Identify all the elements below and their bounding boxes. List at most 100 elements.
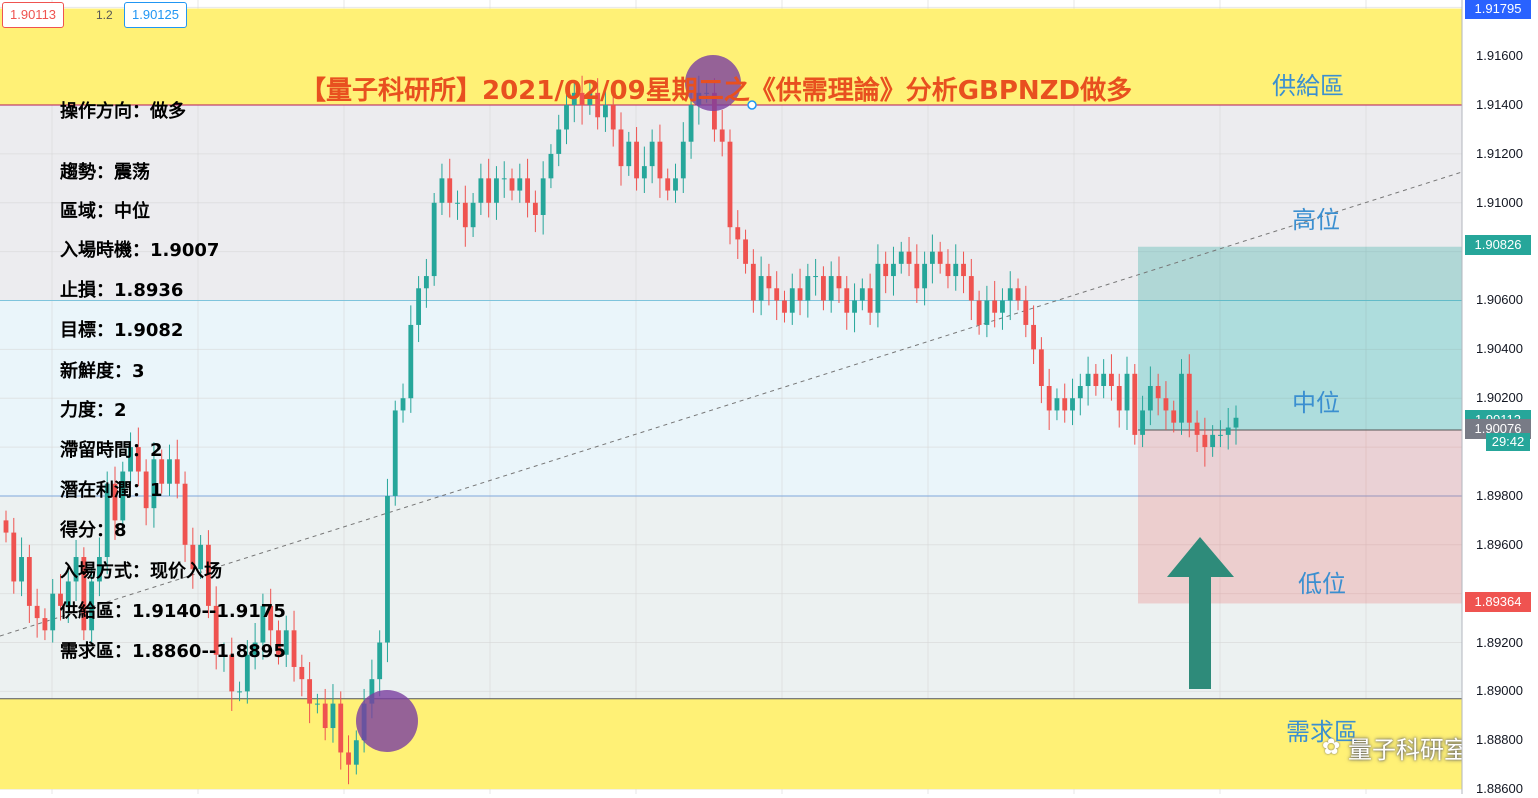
up-arrow <box>1167 537 1234 689</box>
price-badge: 1.89364 <box>1465 592 1531 613</box>
candle-body <box>330 703 336 729</box>
candle <box>743 229 748 274</box>
candle <box>548 144 554 189</box>
buy-price-box[interactable]: 1.90125 <box>124 2 187 28</box>
candle-body <box>1210 434 1216 448</box>
candle <box>104 471 110 575</box>
candle-body <box>673 178 678 191</box>
candle <box>929 234 935 284</box>
candle-body <box>649 141 655 167</box>
candle <box>314 693 320 714</box>
label-high: 高位 <box>1292 206 1340 234</box>
candle <box>750 249 756 313</box>
candle <box>766 263 772 306</box>
demand-zone-band <box>0 698 1462 790</box>
candle <box>392 400 398 506</box>
candle <box>167 444 172 496</box>
candle-body <box>104 483 110 558</box>
candle <box>1077 373 1083 416</box>
candle <box>1015 278 1021 311</box>
candle-body <box>299 666 305 680</box>
info-demand-zone: 需求區：1.8860--1.8895 <box>60 641 286 662</box>
candle <box>26 544 32 623</box>
candle-body <box>283 630 289 655</box>
candle <box>1093 364 1099 396</box>
candle-body <box>1062 398 1068 411</box>
candle <box>556 114 562 167</box>
candle-body <box>719 129 725 142</box>
candle-body <box>494 178 499 203</box>
candle-body <box>595 92 601 118</box>
candle <box>595 78 601 130</box>
candle <box>307 662 313 724</box>
candle <box>128 432 133 484</box>
candle-body <box>159 459 165 484</box>
candle-body <box>314 703 320 705</box>
candle <box>649 129 655 184</box>
candle <box>89 566 95 643</box>
candle-body <box>338 703 344 753</box>
candle-body <box>1155 386 1161 399</box>
candle <box>610 92 616 147</box>
candle <box>828 261 834 313</box>
candle <box>143 459 149 526</box>
candle-body <box>478 178 484 203</box>
candle <box>470 193 476 237</box>
candle <box>1179 359 1184 435</box>
sell-price-box[interactable]: 1.90113 <box>2 2 65 28</box>
candle-body <box>198 544 204 570</box>
candle <box>579 75 585 125</box>
demand-touch-marker <box>356 690 418 752</box>
candle <box>1109 354 1114 401</box>
candle-body <box>1093 373 1099 387</box>
candle <box>205 530 211 619</box>
candle <box>657 124 663 198</box>
candle <box>937 241 943 274</box>
info-supply-zone: 供給區：1.9140--1.9175 <box>60 601 286 622</box>
candle <box>291 610 297 682</box>
candle-body <box>992 300 998 313</box>
candle-body <box>945 263 951 277</box>
candle-body <box>532 202 538 215</box>
candle-body <box>213 605 219 655</box>
candle <box>797 268 803 316</box>
candle-body <box>470 202 476 228</box>
candle-body <box>774 288 780 301</box>
candle <box>735 210 741 259</box>
candle-body <box>968 276 974 301</box>
candle-body <box>525 178 530 203</box>
candle-body <box>143 471 149 509</box>
candle-body <box>782 300 787 313</box>
info-potential-profit: 潛在利潤：1 <box>60 480 163 501</box>
candle-body <box>268 605 274 631</box>
info-stay-time: 滯留時間：2 <box>60 440 163 461</box>
candle <box>268 588 274 650</box>
candle <box>875 244 881 328</box>
candle-body <box>1101 373 1107 387</box>
candle-body <box>400 398 406 411</box>
candle <box>439 163 445 215</box>
candle-body <box>1015 288 1021 301</box>
candle-body <box>509 178 515 191</box>
candle <box>1140 395 1145 448</box>
candle-body <box>743 239 748 264</box>
candle <box>213 586 219 670</box>
candle-body <box>610 105 616 130</box>
spread-value: 1.2 <box>96 8 113 22</box>
y-tick-label: 1.90400 <box>1476 341 1523 357</box>
candle <box>532 190 538 233</box>
candle <box>1054 388 1060 421</box>
candle <box>237 681 242 702</box>
candle-body <box>26 557 32 606</box>
label-low: 低位 <box>1298 570 1346 598</box>
candle-body <box>501 178 507 180</box>
candle-body <box>548 153 554 179</box>
candle <box>820 266 826 311</box>
candle <box>1038 337 1044 404</box>
candle-body <box>431 202 437 277</box>
candle <box>423 258 429 308</box>
candle <box>961 251 966 294</box>
candle <box>1186 354 1192 438</box>
candle <box>1007 271 1013 321</box>
candle <box>182 471 188 562</box>
